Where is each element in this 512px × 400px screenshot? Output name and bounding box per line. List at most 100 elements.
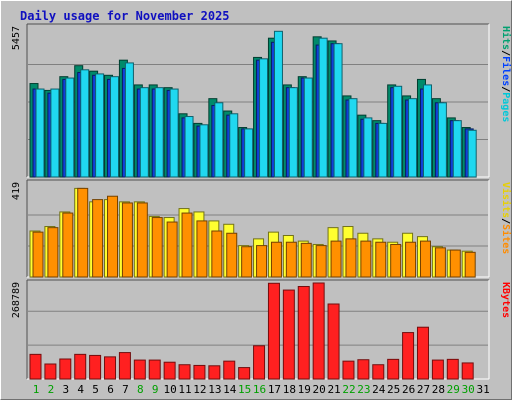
bar-kbytes-day-30: [461, 362, 474, 380]
legend-separator: /: [500, 218, 511, 224]
bar-pages-day-24: [378, 122, 388, 178]
bar-kbytes-day-3: [59, 358, 72, 380]
bar-sites-day-29: [449, 249, 461, 278]
bar-kbytes-day-16: [253, 345, 266, 380]
bar-kbytes-day-2: [44, 363, 57, 380]
legend: Hits/Files/Pages: [500, 26, 512, 122]
bar-sites-day-23: [360, 240, 372, 278]
bar-pages-day-17: [273, 30, 283, 178]
bar-sites-day-24: [375, 241, 387, 278]
x-tick-label: 21: [327, 383, 340, 396]
legend: KBytes: [500, 282, 511, 318]
bar-pages-day-30: [467, 129, 477, 178]
bar-sites-day-4: [77, 187, 89, 278]
x-tick-label: 19: [298, 383, 311, 396]
bar-pages-day-15: [244, 128, 254, 178]
bar-kbytes-day-18: [282, 289, 295, 380]
bar-kbytes-day-29: [446, 358, 459, 380]
bar-pages-day-22: [348, 98, 358, 178]
legend-files: Files: [500, 56, 512, 86]
axis-max-label: 419: [11, 182, 22, 200]
bar-sites-day-21: [330, 240, 342, 278]
bar-sites-day-11: [181, 212, 193, 278]
page-title: Daily usage for November 2025: [20, 9, 230, 23]
bar-pages-day-2: [50, 88, 60, 178]
bar-sites-day-1: [32, 231, 44, 278]
bar-kbytes-day-6: [104, 356, 117, 380]
bar-kbytes-day-1: [29, 353, 42, 380]
x-tick-label: 1: [33, 383, 40, 396]
bar-kbytes-day-26: [402, 332, 415, 380]
x-tick-label: 22: [342, 383, 355, 396]
bar-sites-day-26: [405, 241, 417, 278]
bar-kbytes-day-4: [74, 353, 87, 380]
x-tick-label: 3: [62, 383, 69, 396]
x-tick-label: 17: [268, 383, 281, 396]
bar-kbytes-day-9: [148, 359, 161, 380]
bar-pages-day-12: [199, 124, 209, 178]
x-tick-label: 11: [178, 383, 191, 396]
bar-sites-day-2: [47, 227, 59, 278]
x-tick-label: 16: [253, 383, 266, 396]
bar-sites-day-9: [151, 217, 163, 278]
bar-sites-day-7: [121, 202, 133, 278]
x-tick-label: 13: [208, 383, 221, 396]
x-tick-label: 5: [92, 383, 99, 396]
bar-kbytes-day-5: [89, 354, 102, 380]
bar-pages-day-29: [452, 120, 462, 178]
bar-kbytes-day-19: [297, 285, 310, 380]
bar-kbytes-day-14: [223, 360, 236, 380]
bar-pages-day-28: [437, 102, 447, 178]
bar-sites-day-16: [256, 245, 268, 278]
bar-kbytes-day-15: [238, 367, 251, 380]
legend-visits: Visits: [500, 182, 512, 218]
bar-pages-day-1: [35, 88, 45, 178]
bar-kbytes-day-28: [431, 359, 444, 380]
bar-kbytes-day-7: [118, 352, 131, 380]
bar-pages-day-10: [169, 88, 179, 178]
bar-sites-day-15: [241, 246, 253, 278]
bar-sites-day-19: [300, 242, 312, 278]
bar-sites-day-28: [434, 247, 446, 278]
bar-sites-day-14: [226, 232, 238, 278]
x-tick-label: 23: [357, 383, 370, 396]
bar-pages-day-23: [363, 117, 373, 178]
bar-pages-day-19: [303, 77, 313, 178]
x-tick-label: 15: [238, 383, 251, 396]
bar-kbytes-day-21: [327, 303, 340, 380]
bar-pages-day-16: [259, 58, 269, 178]
x-tick-label: 31: [476, 383, 489, 396]
x-tick-label: 20: [313, 383, 326, 396]
bar-kbytes-day-8: [133, 359, 146, 380]
bar-sites-day-10: [166, 221, 178, 278]
bar-kbytes-day-20: [312, 282, 325, 380]
bar-sites-day-25: [390, 243, 402, 278]
bar-pages-day-6: [110, 76, 120, 178]
x-tick-label: 24: [372, 383, 386, 396]
bar-kbytes-day-13: [208, 365, 221, 380]
bar-pages-day-5: [95, 73, 105, 178]
legend-pages: Pages: [500, 92, 511, 122]
bar-pages-day-8: [139, 87, 149, 178]
x-tick-label: 27: [417, 383, 430, 396]
bar-pages-day-14: [229, 113, 239, 178]
legend-hits: Hits: [500, 26, 512, 50]
bar-sites-day-20: [315, 245, 327, 278]
bar-pages-day-20: [318, 37, 328, 178]
bar-kbytes-day-11: [178, 364, 191, 380]
bar-pages-day-4: [80, 69, 90, 178]
bar-kbytes-day-27: [416, 326, 429, 380]
legend-sites: Sites: [500, 224, 512, 254]
bar-pages-day-3: [65, 77, 75, 178]
bar-kbytes-day-25: [387, 358, 400, 380]
legend-separator: /: [500, 50, 511, 56]
bar-pages-day-13: [214, 102, 224, 178]
x-tick-label: 2: [48, 383, 55, 396]
x-tick-label: 26: [402, 383, 415, 396]
bar-kbytes-day-12: [193, 364, 206, 380]
legend-kbytes: KBytes: [500, 282, 511, 318]
x-tick-label: 4: [77, 383, 84, 396]
bar-sites-day-12: [196, 220, 208, 278]
bar-kbytes-day-10: [163, 361, 176, 380]
